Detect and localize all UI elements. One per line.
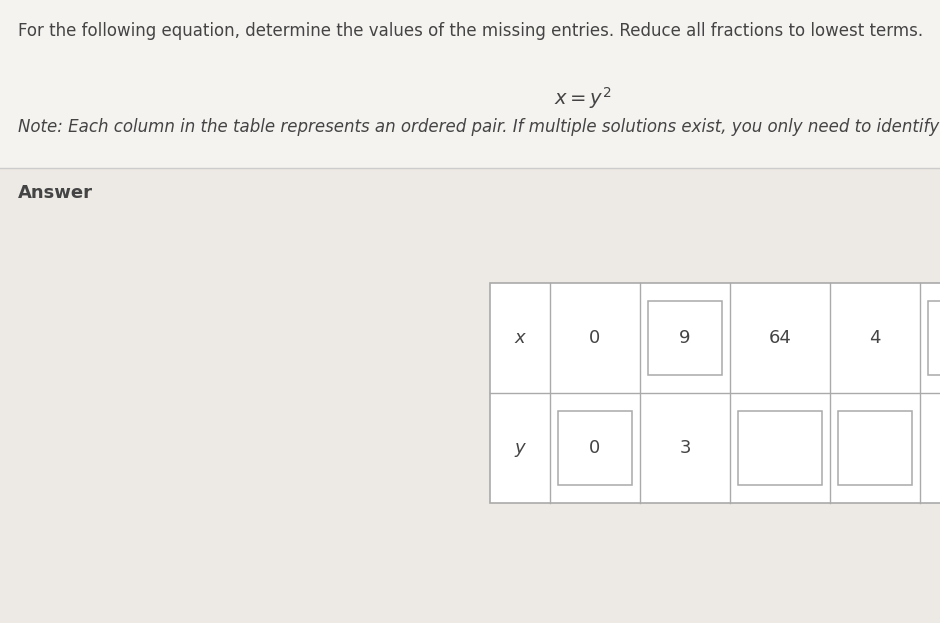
Text: y: y (515, 439, 525, 457)
Bar (648, 301, 722, 375)
Bar (738, 411, 822, 485)
Text: 64: 64 (769, 329, 791, 347)
Bar (558, 411, 632, 485)
Text: 0: 0 (589, 439, 601, 457)
Bar (928, 301, 940, 375)
Bar (490, 283, 940, 503)
Text: Answer: Answer (18, 184, 93, 202)
Bar (0, 168, 940, 623)
Text: 4: 4 (870, 329, 881, 347)
Text: Note: Each column in the table represents an ordered pair. If multiple solutions: Note: Each column in the table represent… (18, 118, 940, 136)
Text: 3: 3 (680, 439, 691, 457)
Text: x: x (515, 329, 525, 347)
Text: 9: 9 (680, 329, 691, 347)
Text: 0: 0 (589, 329, 601, 347)
Bar (0, 0, 940, 168)
Bar (838, 411, 912, 485)
Text: For the following equation, determine the values of the missing entries. Reduce : For the following equation, determine th… (18, 22, 923, 40)
Text: $x = y^2$: $x = y^2$ (554, 85, 612, 111)
